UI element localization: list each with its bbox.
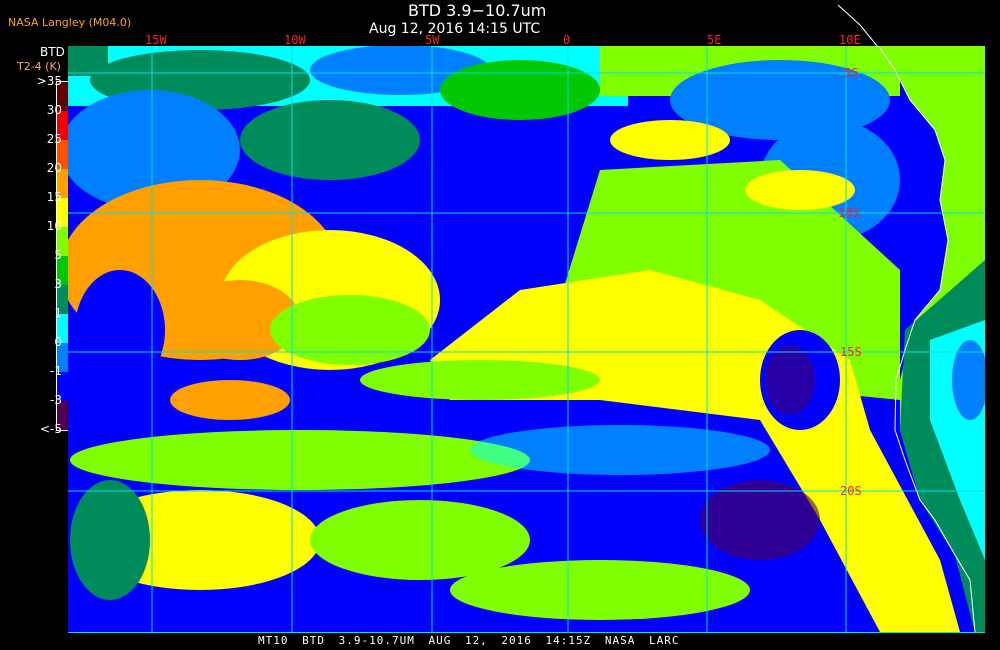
- lon-label-15w: 15W: [145, 33, 167, 47]
- colorbar-label: 1: [54, 306, 62, 320]
- coastline-outside-map: [837, 4, 879, 48]
- lon-label-10w: 10W: [284, 33, 306, 47]
- image-title: BTD 3.9−10.7um: [408, 1, 547, 20]
- colorbar-label: 3: [54, 277, 62, 291]
- image-timestamp: Aug 12, 2016 14:15 UTC: [369, 21, 541, 37]
- colorbar-label: 0: [54, 335, 62, 349]
- colorbar-label: 5: [54, 248, 62, 262]
- lon-label-5e: 5E: [707, 33, 722, 47]
- lon-label-5w: 5W: [425, 33, 440, 47]
- lon-label-0: 0: [563, 33, 571, 47]
- colorbar-label: 15: [46, 190, 62, 204]
- colorbar-label: 25: [46, 132, 62, 146]
- satellite-map: [68, 46, 985, 632]
- colorbar-unit: T2-4 (K): [17, 60, 61, 73]
- lat-label-5s: 5S: [844, 66, 859, 80]
- colorbar-label: 10: [46, 219, 62, 233]
- colorbar-label: -1: [50, 364, 62, 378]
- organization-label: NASA Langley (M04.0): [8, 16, 132, 29]
- colorbar-label: 30: [46, 103, 62, 117]
- colorbar-title: BTD: [40, 45, 65, 59]
- lat-label-15s: 15S: [840, 345, 862, 359]
- lat-label-20s: 20S: [840, 484, 862, 498]
- footer-divider: [68, 632, 985, 633]
- grid-lines: [68, 46, 985, 632]
- colorbar-label: 20: [46, 161, 62, 175]
- colorbar-label: >35: [36, 74, 62, 88]
- colorbar-label: <-5: [39, 422, 62, 436]
- coastline: [878, 46, 976, 632]
- lon-label-10e: 10E: [839, 33, 861, 47]
- footer-caption: MT10 BTD 3.9-10.7UM AUG 12, 2016 14:15Z …: [258, 634, 680, 647]
- colorbar-label: -3: [50, 393, 62, 407]
- cloud-field: [68, 46, 985, 632]
- lat-label-10s: 10S: [838, 206, 860, 220]
